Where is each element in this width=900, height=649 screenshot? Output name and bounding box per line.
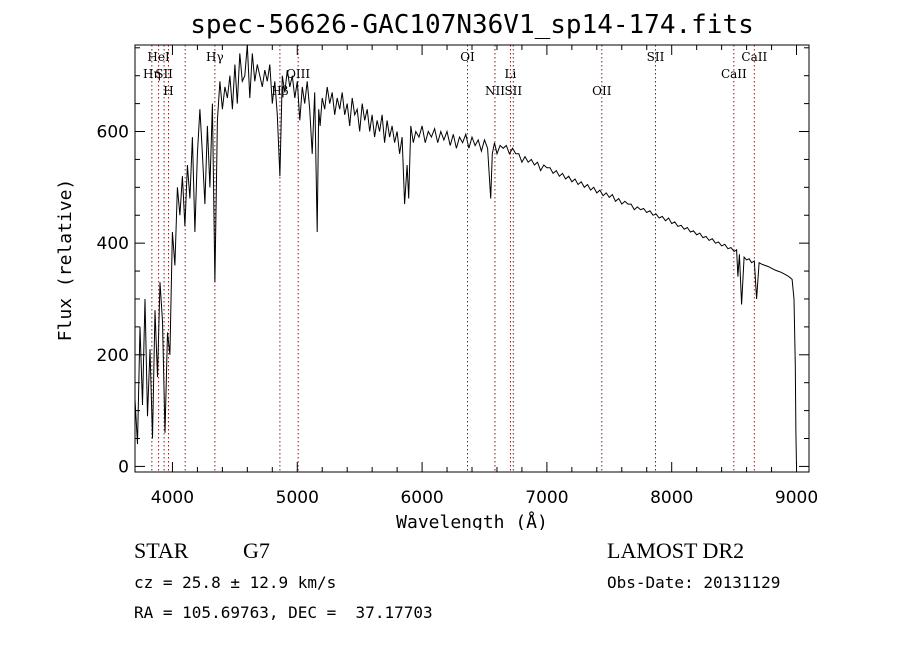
line-marker-label-5: Hγ [206,50,224,64]
x-tick-label-4: 8000 [650,488,693,508]
obs-date: Obs-Date: 20131129 [607,573,781,592]
y-tick-label-3: 600 [97,123,129,143]
line-marker-label-10: Li [505,67,517,81]
x-axis-label: Wavelength (Å) [396,511,548,530]
line-marker-label-8: OI [460,50,475,64]
survey-name: LAMOST DR2 [607,538,745,563]
x-tick-label-5: 9000 [775,488,818,508]
line-marker-label-14: CaII [721,67,747,81]
y-axis-label: Flux (relative) [55,179,76,342]
line-marker-label-12: OII [592,84,612,98]
y-tick-label-2: 400 [97,234,129,254]
object-class: STAR [134,538,189,563]
line-marker-label-13: SII [647,50,665,64]
line-marker-label-2: SII [155,67,173,81]
x-tick-label-3: 7000 [525,488,568,508]
redshift-info: cz = 25.8 ± 12.9 km/s [134,573,337,592]
line-marker-label-3: H [163,84,173,98]
x-tick-label-2: 6000 [400,488,443,508]
axis-ticks: 4000 5000 6000 7000 8000 9000 0 200 400 600 [97,45,818,508]
x-tick-label-1: 5000 [276,488,319,508]
chart-title: spec-56626-GAC107N36V1_sp14-174.fits [190,10,754,40]
line-marker-label-9: NII [485,84,505,98]
spectrum-chart: spec-56626-GAC107N36V1_sp14-174.fits HηH… [55,10,818,530]
line-marker-label-15: CaII [741,50,767,64]
line-marker-label-11: SII [504,84,522,98]
object-subclass: G7 [243,538,270,563]
x-tick-label-0: 4000 [151,488,194,508]
series-group [135,45,797,467]
line-marker-label-1: HeI [147,50,170,64]
line-marker-label-7: OIII [286,67,310,81]
y-tick-label-1: 200 [97,346,129,366]
plot-frame [134,44,810,473]
spectrum-line-0 [135,45,797,467]
coordinates: RA = 105.69763, DEC = 37.17703 [134,603,433,622]
y-tick-label-0: 0 [118,457,129,477]
line-marker-label-0: Hη [143,67,161,81]
